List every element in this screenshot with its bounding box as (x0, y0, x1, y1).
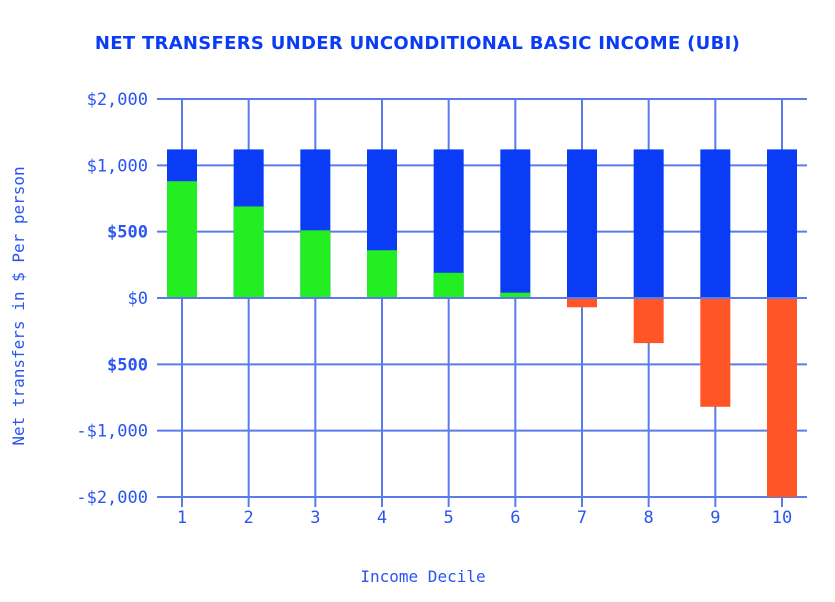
x-tick-label: 8 (644, 508, 654, 528)
bar-series2-decile-4 (367, 250, 397, 298)
x-tick-label: 1 (177, 508, 187, 528)
y-tick-label: $500 (107, 355, 148, 375)
bars (157, 149, 807, 497)
x-tick-label: 9 (710, 508, 720, 528)
y-tick-label: -$1,000 (76, 422, 148, 442)
y-axis-label: Net transfers in $ Per person (9, 166, 28, 445)
x-tick-label: 5 (444, 508, 454, 528)
bar-series3-decile-9 (700, 298, 731, 407)
x-tick-label: 6 (510, 508, 520, 528)
bar-series1-decile-10 (767, 149, 797, 298)
x-tick-label: 7 (577, 508, 587, 528)
y-tick-label: $1,000 (87, 156, 148, 176)
y-tick-label: $500 (107, 223, 148, 243)
bar-series3-decile-10 (767, 298, 797, 497)
bar-series2-decile-2 (233, 206, 264, 298)
x-tick-label: 3 (310, 508, 320, 528)
y-axis-ticks: $2,000 $1,000 $500 $0 $500 -$1,000 -$2,000 (76, 90, 148, 508)
x-tick-label: 2 (244, 508, 254, 528)
y-tick-label: $0 (128, 289, 148, 309)
chart-title: NET TRANSFERS UNDER UNCONDITIONAL BASIC … (94, 33, 741, 54)
x-axis-label: Income Decile (360, 567, 485, 586)
bar-series2-decile-6 (500, 292, 531, 298)
x-axis-ticks: 1 2 3 4 5 6 7 8 9 10 (177, 508, 792, 528)
bar-series2-decile-5 (433, 272, 464, 298)
x-tick-label: 10 (772, 508, 792, 528)
bar-series3-decile-7 (567, 298, 597, 308)
bar-series2-decile-1 (167, 181, 197, 298)
bar-series1-decile-8 (633, 149, 664, 298)
bar-series2-decile-3 (300, 230, 331, 298)
bar-series1-decile-9 (700, 149, 731, 298)
bar-series1-decile-6 (500, 149, 531, 298)
x-tick-label: 4 (377, 508, 387, 528)
y-tick-label: -$2,000 (76, 488, 148, 508)
bar-series1-decile-7 (567, 149, 597, 298)
y-tick-label: $2,000 (87, 90, 148, 110)
bar-series3-decile-8 (633, 298, 664, 344)
